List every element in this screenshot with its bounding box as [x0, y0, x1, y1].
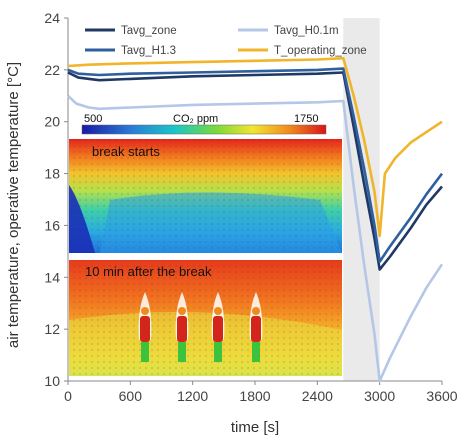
legend-label: Tavg_H1.3 — [121, 45, 176, 57]
occupant-legs — [214, 342, 222, 362]
x-tick-label: 600 — [119, 388, 143, 404]
series-layer — [67, 56, 444, 383]
x-axis-title: time [s] — [231, 419, 279, 436]
occupant-legs — [141, 342, 149, 362]
occupant-legs — [252, 342, 260, 362]
occupant-legs — [178, 342, 186, 362]
y-tick-label: 10 — [44, 373, 60, 389]
series-line-t-operating-zone — [67, 56, 443, 238]
x-tick-label: 2400 — [302, 388, 333, 404]
occupant-body — [140, 316, 150, 342]
y-tick-label: 14 — [44, 269, 60, 285]
y-axis-title: air temperature, operative temperature [… — [5, 62, 22, 348]
x-tick-label: 3000 — [364, 388, 395, 404]
occupant-body — [177, 316, 187, 342]
colorbar-title: CO₂ ppm — [173, 113, 218, 125]
co2-colorbar: 500 CO₂ ppm 1750 — [81, 113, 327, 135]
y-tick-label: 20 — [44, 114, 60, 130]
occupant-head — [214, 307, 222, 315]
occupant-head — [178, 307, 186, 315]
inset-after-break: 10 min after the break — [69, 260, 342, 376]
series-line-tavg-h1-3 — [67, 67, 444, 263]
inset-1-vectors — [69, 139, 342, 253]
series-line-tavg-zone — [67, 71, 443, 271]
inset-2-label: 10 min after the break — [85, 264, 212, 279]
axes: 10 12 14 16 18 20 22 24 0 600 1200 1800 2400 3000 3600 — [44, 10, 457, 404]
legend-label: Tavg_H0.1m — [274, 25, 339, 37]
legend-label: Tavg_zone — [121, 25, 177, 37]
x-tick-label: 3600 — [426, 388, 457, 404]
colorbar-max-label: 1750 — [294, 113, 318, 125]
y-tick-label: 18 — [44, 166, 60, 182]
occupant-head — [252, 307, 260, 315]
inset-2-vectors — [69, 260, 342, 376]
inset-1-label: break starts — [92, 144, 160, 159]
inset-break-starts: break starts — [69, 139, 342, 253]
legend-label: T_operating_zone — [274, 45, 367, 57]
occupants — [138, 292, 263, 362]
legend: Tavg_zone Tavg_H0.1m Tavg_H1.3 T_operating_… — [85, 25, 367, 57]
y-tick-label: 24 — [44, 10, 60, 26]
y-tick-label: 22 — [44, 62, 60, 78]
x-tick-label: 1800 — [239, 388, 270, 404]
colorbar-ramp — [81, 124, 327, 135]
x-tick-label: 0 — [64, 388, 72, 404]
colorbar-min-label: 500 — [84, 113, 102, 125]
occupant-body — [213, 316, 223, 342]
y-tick-label: 16 — [44, 217, 60, 233]
y-tick-label: 12 — [44, 321, 60, 337]
series-line-tavg-h0-1m — [67, 94, 444, 383]
occupant-head — [141, 307, 149, 315]
occupant-body — [251, 316, 261, 342]
x-tick-label: 1200 — [177, 388, 208, 404]
